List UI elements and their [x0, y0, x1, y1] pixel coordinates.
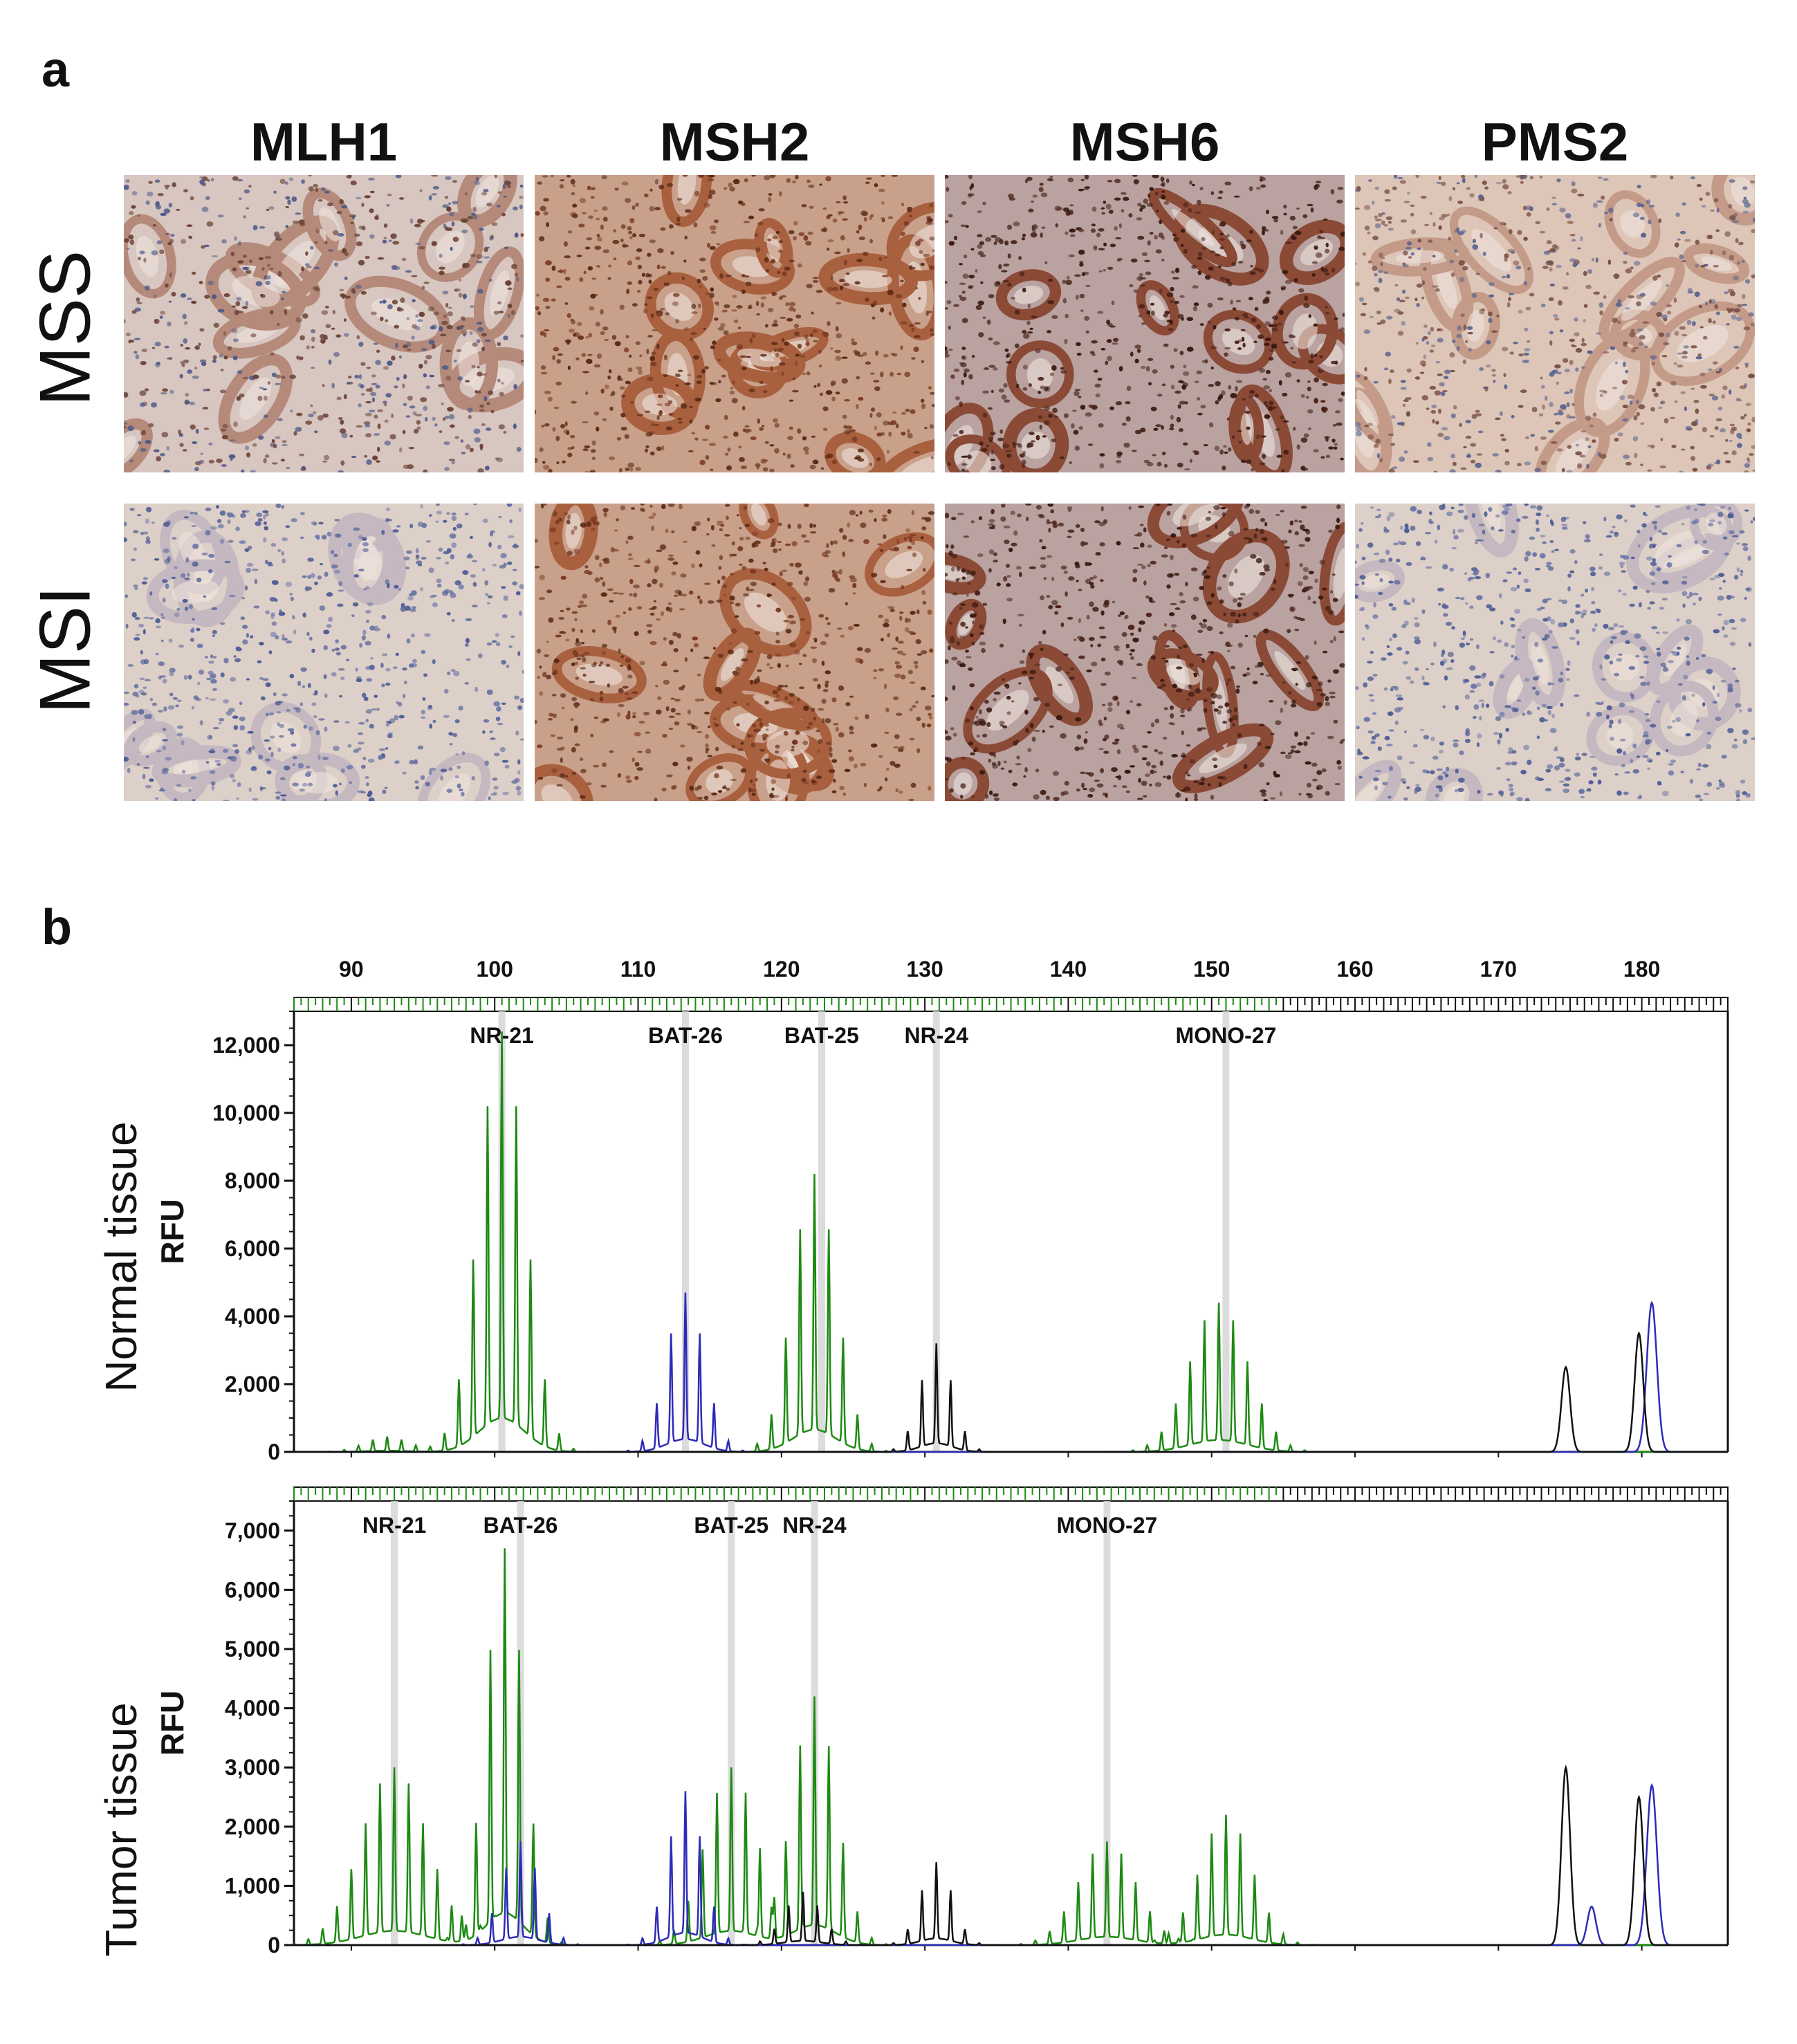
- y-tick-label: 0: [268, 1933, 280, 1958]
- marker-label: BAT-26: [483, 1513, 558, 1538]
- trace-green: [294, 1548, 1727, 1945]
- x-tick-label: 160: [1336, 957, 1373, 982]
- marker-band: [1103, 1501, 1110, 1945]
- x-tick-label: 100: [477, 957, 513, 982]
- y-tick-label: 1,000: [225, 1873, 280, 1898]
- marker-band: [728, 1501, 735, 1945]
- y-tick-label: 6,000: [225, 1236, 280, 1261]
- marker-label: NR-21: [362, 1513, 426, 1538]
- y-tick-label: 2,000: [225, 1372, 280, 1397]
- x-tick-label: 150: [1193, 957, 1230, 982]
- x-tick-label: 180: [1623, 957, 1660, 982]
- x-tick-label: 130: [906, 957, 943, 982]
- marker-label: BAT-25: [694, 1513, 768, 1538]
- rfu-label: RFU: [154, 1199, 190, 1264]
- marker-band: [391, 1501, 398, 1945]
- marker-label: MONO-27: [1176, 1023, 1277, 1048]
- y-tick-label: 6,000: [225, 1577, 280, 1602]
- y-tick-label: 7,000: [225, 1518, 280, 1543]
- trace-green: [294, 1031, 1727, 1452]
- trace-black: [294, 1767, 1727, 1945]
- marker-label: BAT-26: [648, 1023, 723, 1048]
- y-tick-label: 10,000: [212, 1101, 280, 1125]
- x-tick-label: 90: [339, 957, 364, 982]
- rfu-label: RFU: [154, 1691, 190, 1756]
- y-tick-label: 12,000: [212, 1033, 280, 1058]
- marker-band: [1222, 1011, 1229, 1452]
- x-tick-label: 140: [1050, 957, 1087, 982]
- y-tick-label: 2,000: [225, 1814, 280, 1839]
- marker-band: [818, 1011, 825, 1452]
- marker-label: MONO-27: [1056, 1513, 1157, 1538]
- y-tick-label: 4,000: [225, 1696, 280, 1721]
- trace-blue: [294, 1785, 1727, 1945]
- marker-band: [682, 1011, 689, 1452]
- marker-band: [933, 1011, 940, 1452]
- trace-panel-1: NR-21 BAT-26 BAT-25 NR-24 MONO-27 0 1,000 2,000…: [154, 1487, 1728, 1958]
- y-tick-label: 4,000: [225, 1304, 280, 1329]
- y-tick-label: 3,000: [225, 1755, 280, 1780]
- x-tick-label: 110: [620, 957, 656, 982]
- x-tick-label: 120: [763, 957, 800, 982]
- marker-label: BAT-25: [784, 1023, 859, 1048]
- x-tick-label: 170: [1480, 957, 1517, 982]
- y-tick-label: 0: [268, 1439, 280, 1464]
- trace-black: [294, 1334, 1727, 1453]
- marker-label: NR-24: [904, 1023, 968, 1048]
- y-tick-label: 5,000: [225, 1637, 280, 1661]
- marker-label: NR-24: [782, 1513, 847, 1538]
- y-tick-label: 8,000: [225, 1168, 280, 1193]
- trace-blue: [294, 1293, 1727, 1452]
